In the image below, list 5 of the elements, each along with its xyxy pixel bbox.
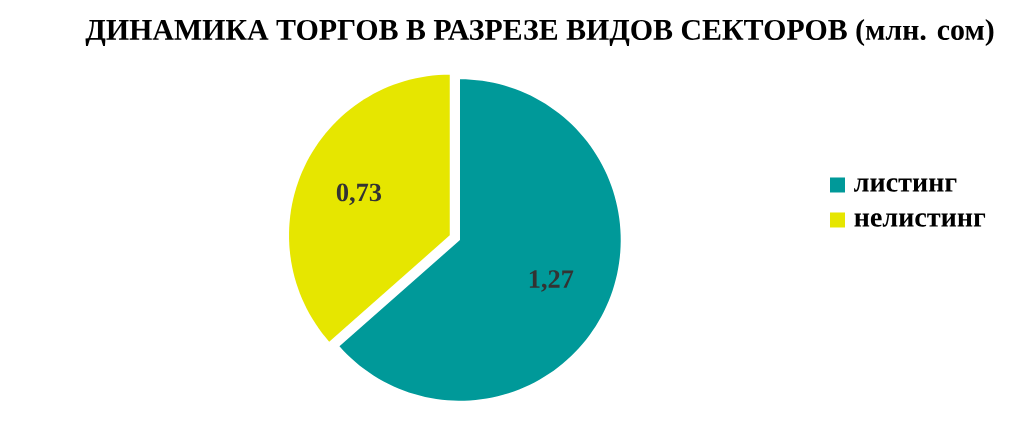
legend-label: нелистинг bbox=[854, 213, 986, 227]
data-label: 0,73 bbox=[336, 183, 382, 206]
legend-label: листинг bbox=[854, 178, 957, 192]
chart-title: ДИНАМИКА ТОРГОВ В РАЗРЕЗЕ ВИДОВ СЕКТОРОВ (млн. сом) bbox=[85, 18, 994, 47]
data-label: 1,27 bbox=[529, 270, 574, 292]
